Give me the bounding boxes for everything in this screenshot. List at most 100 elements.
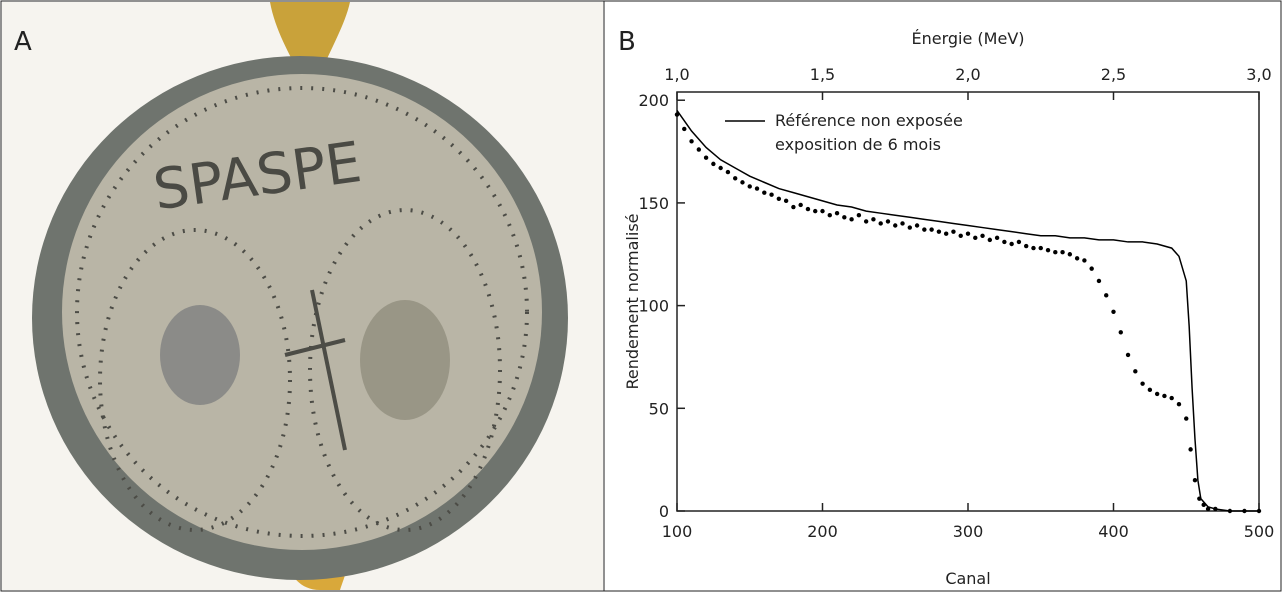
data-point xyxy=(718,166,722,170)
data-point xyxy=(777,197,781,201)
data-point xyxy=(864,219,868,223)
data-point xyxy=(1193,478,1197,482)
panel-label: B xyxy=(618,27,636,57)
data-point xyxy=(748,184,752,188)
legend-label: Référence non exposée xyxy=(775,111,963,130)
data-point xyxy=(733,176,737,180)
data-point xyxy=(1126,353,1130,357)
data-point xyxy=(1206,507,1210,511)
x2-tick-label: 1,5 xyxy=(810,65,835,84)
data-point xyxy=(835,211,839,215)
data-point xyxy=(973,236,977,240)
data-point xyxy=(1257,509,1261,513)
data-point xyxy=(908,225,912,229)
data-point xyxy=(1148,388,1152,392)
data-point xyxy=(937,229,941,233)
data-point xyxy=(711,162,715,166)
data-point xyxy=(857,213,861,217)
legend-label: exposition de 6 mois xyxy=(775,135,941,154)
data-point xyxy=(1133,369,1137,373)
data-point xyxy=(988,238,992,242)
data-point xyxy=(886,219,890,223)
data-point xyxy=(879,221,883,225)
data-point xyxy=(1177,402,1181,406)
data-point xyxy=(944,232,948,236)
data-point xyxy=(1053,250,1057,254)
data-point xyxy=(791,205,795,209)
data-point xyxy=(1104,293,1108,297)
x-axis-label: Canal xyxy=(945,569,990,588)
data-point xyxy=(1082,258,1086,262)
data-point xyxy=(1024,244,1028,248)
data-point xyxy=(1075,256,1079,260)
data-point xyxy=(762,190,766,194)
data-point xyxy=(798,203,802,207)
data-point xyxy=(806,207,810,211)
data-point xyxy=(769,192,773,196)
x-tick-label: 400 xyxy=(1098,522,1129,541)
data-point xyxy=(871,217,875,221)
data-point xyxy=(726,170,730,174)
data-point xyxy=(849,217,853,221)
data-point xyxy=(697,147,701,151)
data-point xyxy=(1097,279,1101,283)
x2-axis-label: Énergie (MeV) xyxy=(912,29,1025,48)
y-tick-label: 200 xyxy=(638,91,669,110)
y-tick-label: 50 xyxy=(649,399,669,418)
data-point xyxy=(689,139,693,143)
x-tick-label: 300 xyxy=(953,522,984,541)
data-point xyxy=(740,180,744,184)
data-point xyxy=(1046,248,1050,252)
x2-tick-label: 2,5 xyxy=(1101,65,1126,84)
data-point xyxy=(1009,242,1013,246)
y-tick-label: 0 xyxy=(659,502,669,521)
data-point xyxy=(1111,310,1115,314)
x2-tick-label: 1,0 xyxy=(664,65,689,84)
data-point xyxy=(682,127,686,131)
data-point xyxy=(1017,240,1021,244)
data-point xyxy=(813,209,817,213)
seal-photo: SPASPE xyxy=(2,2,603,590)
data-point xyxy=(915,223,919,227)
x2-tick-label: 3,0 xyxy=(1246,65,1271,84)
data-point xyxy=(1242,509,1246,513)
data-point xyxy=(951,229,955,233)
y-axis-label: Rendement normalisé xyxy=(623,214,642,390)
data-point xyxy=(1031,246,1035,250)
data-point xyxy=(922,227,926,231)
data-point xyxy=(980,234,984,238)
data-point xyxy=(1170,396,1174,400)
data-point xyxy=(820,209,824,213)
data-point xyxy=(675,112,679,116)
x-tick-label: 500 xyxy=(1244,522,1275,541)
x-tick-label: 100 xyxy=(662,522,693,541)
data-point xyxy=(1162,394,1166,398)
data-point xyxy=(784,199,788,203)
data-point xyxy=(704,156,708,160)
data-point xyxy=(995,236,999,240)
x2-tick-label: 2,0 xyxy=(955,65,980,84)
data-point xyxy=(1202,503,1206,507)
data-point xyxy=(1228,509,1232,513)
data-point xyxy=(1068,252,1072,256)
data-point xyxy=(959,234,963,238)
data-point xyxy=(1119,330,1123,334)
data-point xyxy=(1060,250,1064,254)
data-point xyxy=(929,227,933,231)
data-point xyxy=(1140,381,1144,385)
panel-label: A xyxy=(14,27,32,57)
y-tick-label: 150 xyxy=(638,194,669,213)
data-point xyxy=(1213,507,1217,511)
seal-face-left xyxy=(160,305,240,405)
data-point xyxy=(842,215,846,219)
data-point xyxy=(1039,246,1043,250)
data-point xyxy=(755,186,759,190)
y-tick-label: 100 xyxy=(638,297,669,316)
data-point xyxy=(1002,240,1006,244)
seal-face-right xyxy=(360,300,450,420)
data-point xyxy=(1155,392,1159,396)
data-point xyxy=(893,223,897,227)
data-point xyxy=(1197,496,1201,500)
data-point xyxy=(1089,266,1093,270)
data-point xyxy=(1188,447,1192,451)
